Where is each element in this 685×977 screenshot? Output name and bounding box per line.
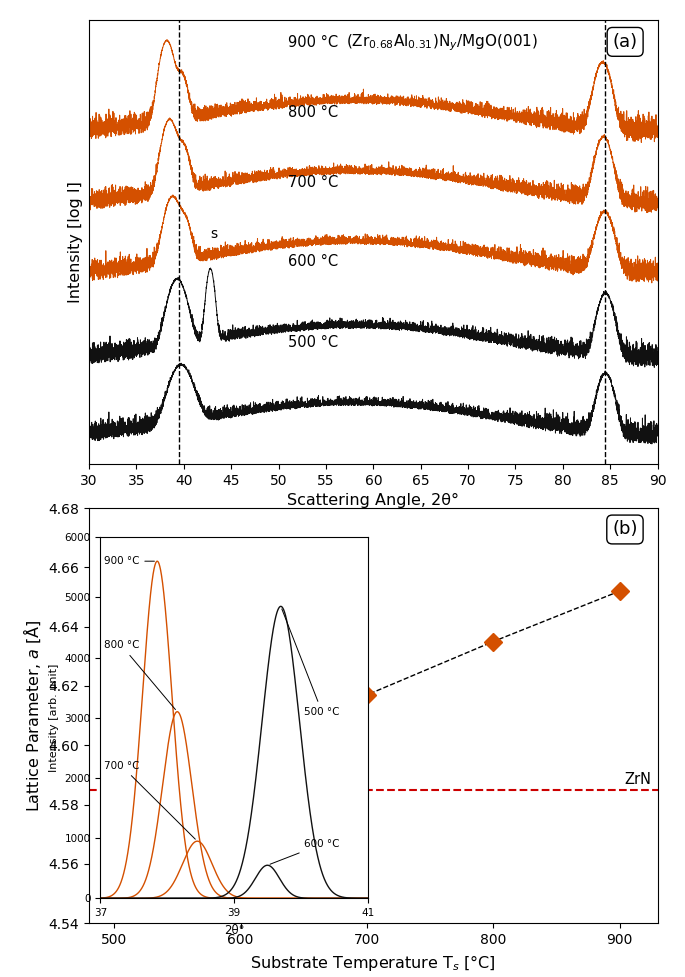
Text: 800 °C: 800 °C xyxy=(288,105,338,120)
Text: 700 °C: 700 °C xyxy=(288,175,338,190)
Text: 500 °C: 500 °C xyxy=(288,335,338,350)
Text: ZrN: ZrN xyxy=(624,772,651,786)
X-axis label: Substrate Temperature T$_s$ [°C]: Substrate Temperature T$_s$ [°C] xyxy=(251,953,496,972)
Text: (Zr$_{0.68}$Al$_{0.31}$)N$_y$/MgO(001): (Zr$_{0.68}$Al$_{0.31}$)N$_y$/MgO(001) xyxy=(345,33,538,54)
X-axis label: Scattering Angle, 2θ°: Scattering Angle, 2θ° xyxy=(287,493,460,508)
Y-axis label: Lattice Parameter, $a$ [Å]: Lattice Parameter, $a$ [Å] xyxy=(21,619,43,812)
Text: (a): (a) xyxy=(612,33,638,51)
Text: s: s xyxy=(210,227,218,240)
Text: 900 °C: 900 °C xyxy=(288,34,338,50)
Text: (b): (b) xyxy=(612,521,638,538)
Text: 600 °C: 600 °C xyxy=(288,254,338,270)
Y-axis label: Intensity [log I]: Intensity [log I] xyxy=(68,181,84,303)
